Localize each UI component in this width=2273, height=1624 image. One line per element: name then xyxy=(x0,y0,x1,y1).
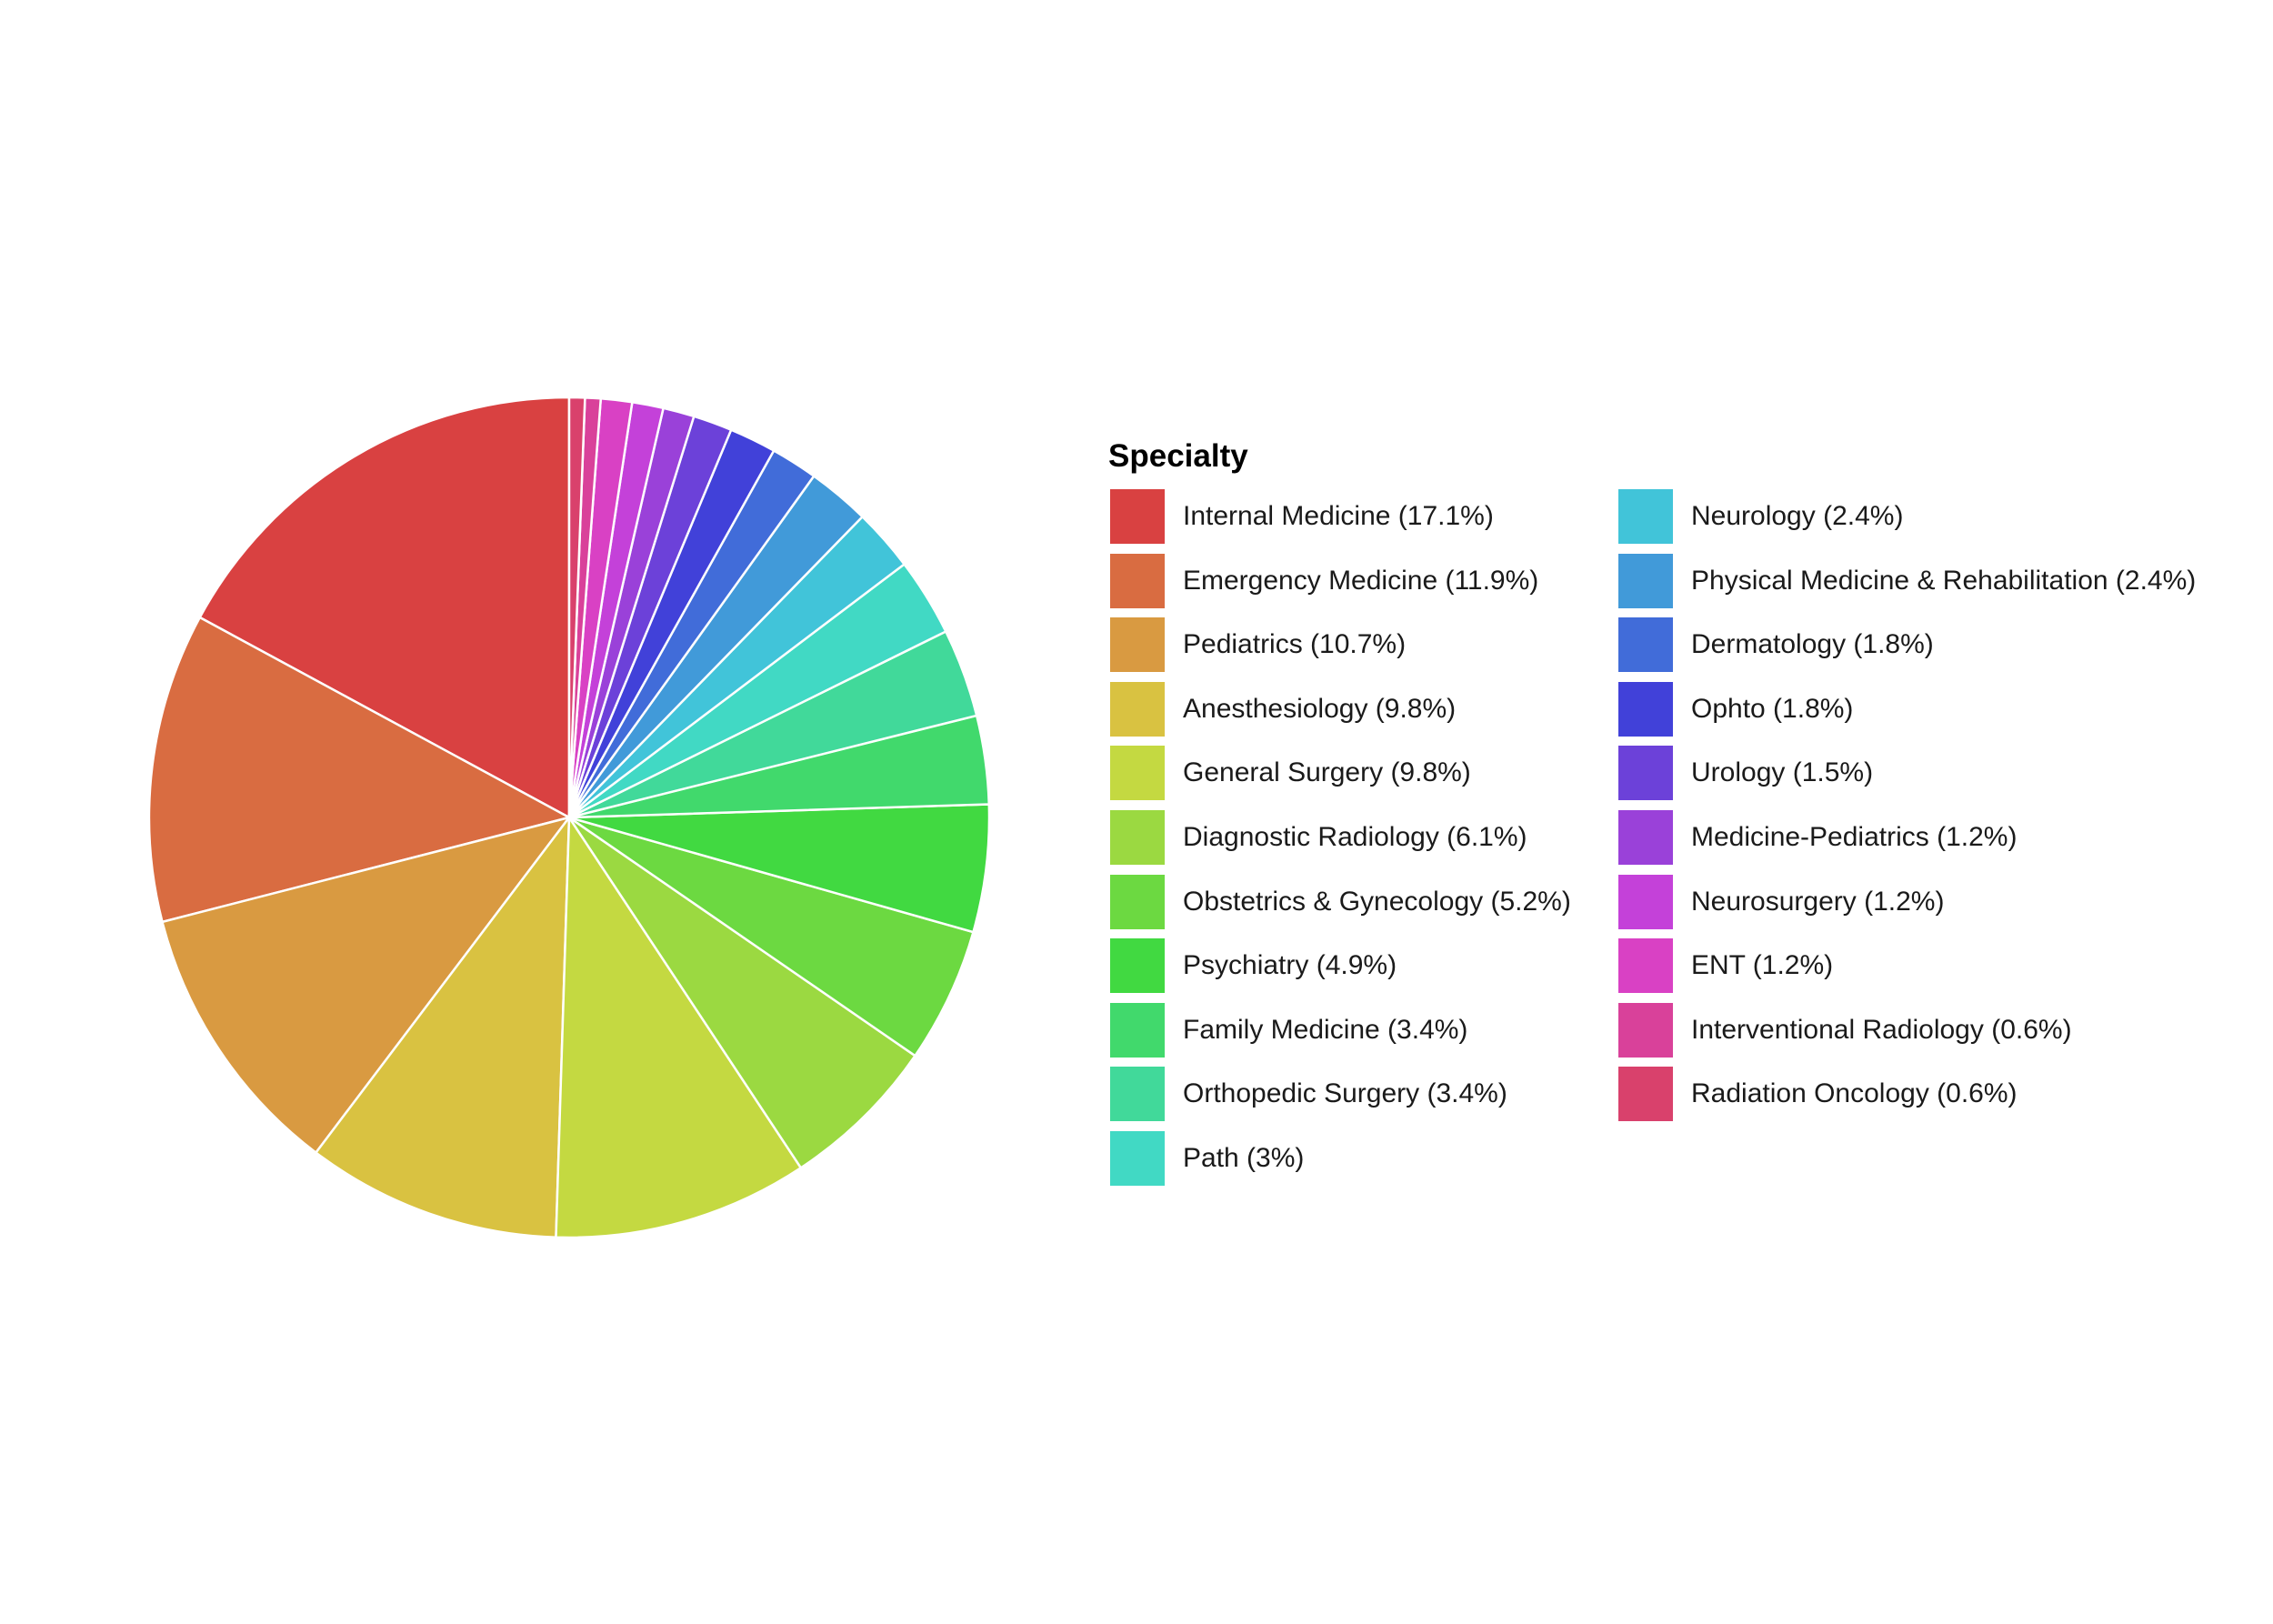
legend-label: Neurosurgery (1.2%) xyxy=(1691,886,1945,917)
legend-label: Dermatology (1.8%) xyxy=(1691,629,1934,660)
legend-item: Physical Medicine & Rehabilitation (2.4%… xyxy=(1617,549,2196,613)
legend-item: Urology (1.5%) xyxy=(1617,741,1873,805)
legend-swatch xyxy=(1617,1065,1675,1124)
legend-label: Path (3%) xyxy=(1183,1143,1305,1173)
legend-item: Neurosurgery (1.2%) xyxy=(1617,870,1944,934)
legend-swatch xyxy=(1108,616,1167,675)
legend-swatch xyxy=(1108,1065,1167,1124)
legend-item: General Surgery (9.8%) xyxy=(1108,741,1471,805)
legend-swatch xyxy=(1617,937,1675,996)
legend-label: Anesthesiology (9.8%) xyxy=(1183,693,1457,724)
legend-item: Orthopedic Surgery (3.4%) xyxy=(1108,1062,1507,1126)
legend-item: Ophto (1.8%) xyxy=(1617,677,1853,741)
legend-swatch xyxy=(1617,616,1675,675)
legend-swatch xyxy=(1617,1000,1675,1059)
legend-label: Obstetrics & Gynecology (5.2%) xyxy=(1183,886,1571,917)
legend-item: ENT (1.2%) xyxy=(1617,934,1833,997)
legend-label: Urology (1.5%) xyxy=(1691,757,1874,788)
legend-swatch xyxy=(1108,487,1167,546)
legend-swatch xyxy=(1108,872,1167,931)
legend-label: Emergency Medicine (11.9%) xyxy=(1183,565,1539,596)
legend-item: Anesthesiology (9.8%) xyxy=(1108,677,1456,741)
legend-label: Neurology (2.4%) xyxy=(1691,501,1904,531)
legend-item: Diagnostic Radiology (6.1%) xyxy=(1108,806,1527,869)
pie-slice-3 xyxy=(314,814,571,1239)
legend-label: Physical Medicine & Rehabilitation (2.4%… xyxy=(1691,565,2197,596)
legend-item: Medicine-Pediatrics (1.2%) xyxy=(1617,806,2017,869)
legend-swatch xyxy=(1617,744,1675,803)
pie-slice-5 xyxy=(567,816,917,1170)
legend-title: Specialty xyxy=(1108,438,1248,474)
legend-swatch xyxy=(1617,679,1675,738)
legend-item: Emergency Medicine (11.9%) xyxy=(1108,549,1538,613)
legend-swatch xyxy=(1617,487,1675,546)
legend-item: Neurology (2.4%) xyxy=(1617,485,1903,548)
legend-item: Family Medicine (3.4%) xyxy=(1108,998,1467,1062)
legend-swatch xyxy=(1108,808,1167,867)
pie-slice-1 xyxy=(147,616,573,924)
legend-label: Orthopedic Surgery (3.4%) xyxy=(1183,1078,1507,1109)
pie-slice-0 xyxy=(198,396,571,820)
legend-item: Path (3%) xyxy=(1108,1127,1304,1190)
legend-label: Diagnostic Radiology (6.1%) xyxy=(1183,822,1527,852)
legend-label: Internal Medicine (17.1%) xyxy=(1183,501,1494,531)
legend-swatch xyxy=(1617,872,1675,931)
legend-item: Dermatology (1.8%) xyxy=(1617,613,1934,677)
legend-item: Radiation Oncology (0.6%) xyxy=(1617,1062,2018,1126)
pie-slice-2 xyxy=(160,815,573,1155)
legend-label: ENT (1.2%) xyxy=(1691,950,1834,981)
legend-item: Interventional Radiology (0.6%) xyxy=(1617,998,2072,1062)
legend-label: Psychiatry (4.9%) xyxy=(1183,950,1397,981)
legend-label: Family Medicine (3.4%) xyxy=(1183,1014,1468,1045)
legend-label: Interventional Radiology (0.6%) xyxy=(1691,1014,2072,1045)
pie-slice-20 xyxy=(567,396,586,818)
legend-label: Pediatrics (10.7%) xyxy=(1183,629,1407,660)
legend-item: Obstetrics & Gynecology (5.2%) xyxy=(1108,870,1571,934)
legend-label: Ophto (1.8%) xyxy=(1691,693,1854,724)
legend-item: Psychiatry (4.9%) xyxy=(1108,934,1397,997)
legend-swatch xyxy=(1108,744,1167,803)
legend-item: Internal Medicine (17.1%) xyxy=(1108,485,1494,548)
legend-label: Medicine-Pediatrics (1.2%) xyxy=(1691,822,2018,852)
pie-slices xyxy=(147,396,991,1239)
legend-swatch xyxy=(1617,808,1675,867)
legend-item: Pediatrics (10.7%) xyxy=(1108,613,1406,677)
legend-label: General Surgery (9.8%) xyxy=(1183,757,1471,788)
legend-swatch xyxy=(1108,937,1167,996)
legend-swatch xyxy=(1108,1000,1167,1059)
legend-swatch xyxy=(1108,551,1167,610)
legend-swatch xyxy=(1108,1129,1167,1188)
legend-swatch xyxy=(1617,551,1675,610)
pie-slice-4 xyxy=(555,814,803,1239)
legend-label: Radiation Oncology (0.6%) xyxy=(1691,1078,2018,1109)
pie-slice-6 xyxy=(568,816,976,1058)
legend-swatch xyxy=(1108,679,1167,738)
